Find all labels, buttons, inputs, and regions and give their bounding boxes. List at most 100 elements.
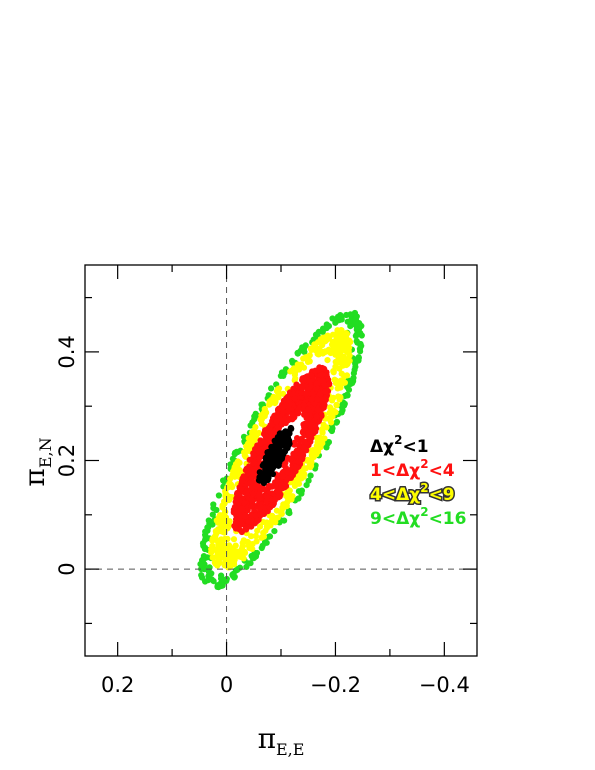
data-point (215, 541, 222, 548)
data-point (298, 490, 305, 497)
data-point (331, 376, 338, 383)
data-point (275, 406, 282, 414)
data-point (308, 462, 315, 469)
y-tick-label: 0.2 (55, 444, 79, 477)
data-point (219, 553, 226, 560)
data-point (279, 430, 286, 437)
data-point (302, 422, 309, 429)
data-point (252, 424, 259, 431)
data-point (246, 441, 254, 448)
x-axis-label-symbol: π (258, 722, 276, 755)
data-point (254, 517, 261, 524)
data-point (300, 355, 307, 362)
data-point (202, 533, 209, 540)
data-point (305, 406, 312, 413)
data-point (284, 445, 291, 452)
data-point (300, 406, 307, 413)
data-point (291, 482, 298, 489)
data-point (258, 534, 265, 541)
data-point (289, 411, 296, 418)
data-point (280, 505, 287, 512)
data-point (305, 429, 312, 436)
data-point (330, 368, 337, 375)
data-point (291, 451, 298, 458)
data-point (253, 482, 260, 489)
data-point (308, 372, 315, 379)
data-point (268, 396, 275, 404)
data-point (250, 470, 257, 477)
data-point (219, 504, 226, 511)
data-point (324, 357, 331, 364)
data-point (275, 448, 282, 455)
data-point (215, 584, 222, 591)
y-axis-label-symbol: π (18, 468, 51, 486)
data-point (302, 390, 309, 397)
data-point (245, 468, 252, 475)
data-point (339, 362, 346, 369)
x-tick-label: −0.4 (419, 673, 470, 697)
data-point (278, 442, 285, 449)
legend-entry: 1<Δχ2<4 (370, 457, 455, 481)
data-point (210, 578, 217, 585)
data-point (279, 473, 286, 480)
data-point (326, 409, 333, 416)
data-point (323, 325, 330, 332)
data-point (307, 472, 314, 479)
data-point (271, 497, 278, 504)
data-point (303, 482, 310, 489)
data-point (278, 510, 285, 517)
legend: Δχ2<11<Δχ2<44<Δχ2<99<Δχ2<16 (369, 433, 467, 529)
data-point (212, 533, 219, 540)
data-point (230, 536, 238, 543)
data-point (298, 475, 305, 482)
data-point (300, 444, 307, 451)
data-point (275, 489, 282, 496)
data-point (292, 464, 299, 471)
data-point (299, 429, 306, 436)
data-point (335, 393, 342, 400)
data-point (300, 377, 307, 384)
data-point (202, 544, 209, 551)
data-point (204, 524, 211, 531)
data-point (272, 515, 279, 522)
data-point (306, 352, 313, 359)
data-point (352, 321, 359, 328)
data-point (213, 517, 220, 524)
data-point (285, 416, 292, 423)
data-point (332, 363, 339, 370)
data-point (268, 385, 275, 392)
data-point (260, 529, 267, 536)
data-point (231, 450, 238, 457)
data-point (197, 561, 204, 568)
data-point (242, 513, 249, 520)
data-point (265, 533, 272, 540)
data-point (347, 323, 354, 330)
data-point (289, 357, 296, 364)
data-point (238, 485, 245, 493)
data-point (236, 553, 243, 560)
data-point (247, 422, 254, 429)
data-point (346, 381, 353, 388)
data-point (220, 541, 227, 548)
data-point (232, 525, 239, 532)
data-point (300, 364, 308, 371)
data-point (315, 328, 322, 335)
data-point (198, 565, 205, 573)
data-point (357, 348, 364, 355)
data-point (307, 421, 314, 428)
data-point (313, 434, 320, 441)
data-point (208, 570, 215, 577)
data-point (343, 358, 350, 365)
data-point (273, 418, 280, 425)
data-point (300, 402, 308, 409)
data-point (304, 358, 312, 365)
data-point (258, 420, 265, 427)
data-point (251, 436, 258, 443)
data-point (333, 401, 340, 408)
data-point (332, 351, 339, 358)
data-point (313, 396, 320, 403)
data-point (216, 512, 223, 519)
data-point (323, 444, 330, 451)
data-point (256, 455, 263, 462)
